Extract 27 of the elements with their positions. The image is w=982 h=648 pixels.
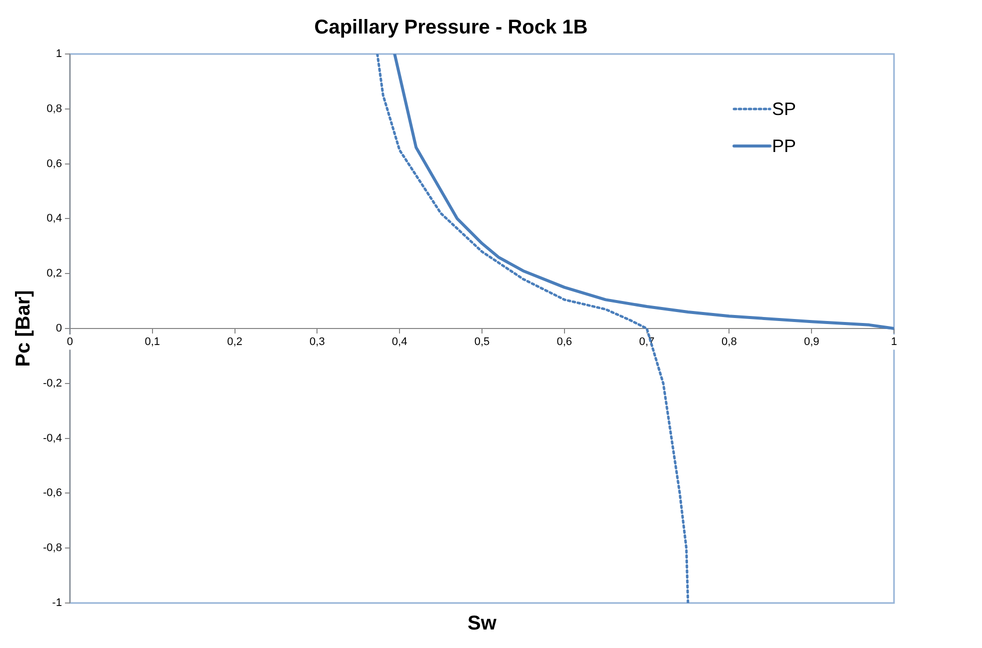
x-tick-label: 0,8 (722, 336, 737, 348)
x-tick-label: 0,3 (310, 336, 325, 348)
x-tick-label: 0,4 (392, 336, 408, 348)
chart-title: Capillary Pressure - Rock 1B (314, 16, 588, 39)
x-tick-label: 0,1 (144, 336, 160, 348)
y-tick-label: -0,8 (42, 542, 62, 554)
x-tick-label: 0,6 (556, 336, 572, 348)
y-tick-label: -1 (52, 597, 62, 610)
y-tick-label: 0,4 (46, 212, 62, 225)
line-series (376, 54, 690, 603)
y-tick-label: 1 (56, 48, 62, 60)
x-tick-label: 0,9 (804, 336, 820, 348)
legend-label: SP (772, 98, 796, 119)
x-tick-label: 0,5 (474, 336, 490, 348)
y-axis-title: Pc [Bar] (12, 290, 35, 367)
y-tick-label: 0,6 (46, 158, 62, 170)
x-tick-label: 1 (890, 336, 898, 348)
y-tick-label: -0,6 (42, 487, 62, 500)
x-tick-label: 0 (66, 336, 74, 348)
y-tick-label: -0,4 (42, 432, 62, 444)
y-tick-label: 0 (56, 322, 62, 335)
x-axis-title: Sw (468, 612, 497, 635)
y-tick-label: -0,2 (42, 377, 62, 390)
legend-label: PP (772, 136, 796, 156)
x-tick-label: 0,2 (227, 336, 242, 348)
y-tick-label: 0,2 (46, 268, 62, 280)
y-tick-label: 0,8 (46, 102, 62, 115)
